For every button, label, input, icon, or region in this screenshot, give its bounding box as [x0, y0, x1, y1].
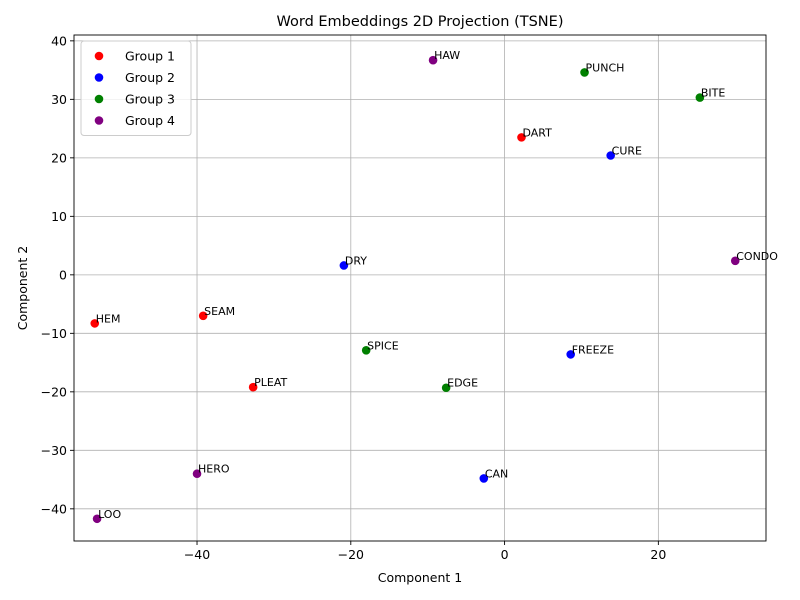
scatter-point — [730, 256, 740, 266]
scatter-point — [606, 151, 615, 160]
x-tick-label: −40 — [184, 547, 210, 562]
y-tick-label: −10 — [41, 326, 67, 341]
legend-marker — [94, 73, 104, 82]
y-tick-label: −20 — [41, 384, 67, 399]
y-axis-label: Component 2 — [15, 246, 30, 331]
scatter-point — [92, 514, 102, 524]
x-tick-label: −20 — [338, 547, 364, 562]
y-tick-label: 20 — [51, 150, 67, 165]
ticks-layer: −40 −20 0 20 −40 −30 −20 −10 0 10 20 30 40 — [41, 33, 667, 562]
scatter-point — [479, 474, 489, 483]
x-tick-label: 0 — [501, 547, 509, 562]
scatter-point — [192, 469, 202, 479]
legend-marker — [94, 116, 104, 125]
y-tick-label: −30 — [41, 443, 67, 458]
scatter-point — [517, 133, 526, 142]
point-label: DART — [522, 126, 552, 139]
scatter-point — [695, 93, 705, 102]
point-label: SEAM — [204, 305, 235, 318]
point-label: CONDO — [736, 250, 778, 263]
legend-entry: Group 1 — [125, 49, 175, 64]
point-label: SPICE — [367, 339, 399, 352]
y-tick-label: 0 — [59, 267, 67, 282]
scatter-point — [441, 383, 451, 393]
legend-marker — [94, 51, 104, 61]
point-label: FREEZE — [572, 343, 614, 356]
legend-marker — [94, 94, 104, 104]
point-label: DRY — [345, 254, 367, 267]
scatter-point — [566, 350, 576, 359]
point-label: HAW — [434, 49, 460, 62]
point-label: HEM — [96, 312, 121, 325]
scatter-point — [339, 261, 349, 270]
legend-entry: Group 2 — [125, 70, 175, 85]
plot-frame — [73, 34, 767, 542]
x-tick-label: 20 — [650, 547, 666, 562]
point-label: PLEAT — [254, 376, 287, 389]
scatter-point — [428, 55, 438, 65]
point-label: LOO — [98, 508, 121, 521]
legend-entry: Group 3 — [125, 92, 175, 107]
point-label: PUNCH — [586, 61, 625, 74]
x-axis-label: Component 1 — [378, 570, 463, 585]
y-tick-label: 40 — [51, 33, 67, 48]
points-layer — [90, 55, 740, 524]
y-tick-label: 10 — [51, 209, 67, 224]
legend-entry: Group 4 — [125, 113, 175, 128]
point-label: HERO — [198, 463, 230, 476]
point-label: CAN — [485, 467, 508, 480]
scatter-point — [90, 319, 100, 328]
y-tick-label: −40 — [41, 501, 67, 516]
scatter-point — [361, 345, 371, 355]
chart-title: Word Embeddings 2D Projection (TSNE) — [277, 14, 564, 30]
scatter-point — [198, 311, 208, 321]
scatter-point — [248, 382, 258, 392]
legend: Group 1 Group 2 Group 3 Group 4 — [80, 40, 192, 136]
legend-box — [80, 40, 192, 136]
y-tick-label: 30 — [51, 92, 67, 107]
point-labels-layer: DART SEAM HEM PLEAT CURE DRY FREEZE CAN PUNCH BIT… — [96, 49, 779, 521]
point-label: CURE — [612, 145, 642, 158]
point-label: BITE — [701, 87, 726, 100]
scatter-point — [580, 68, 589, 77]
point-label: EDGE — [447, 377, 478, 390]
